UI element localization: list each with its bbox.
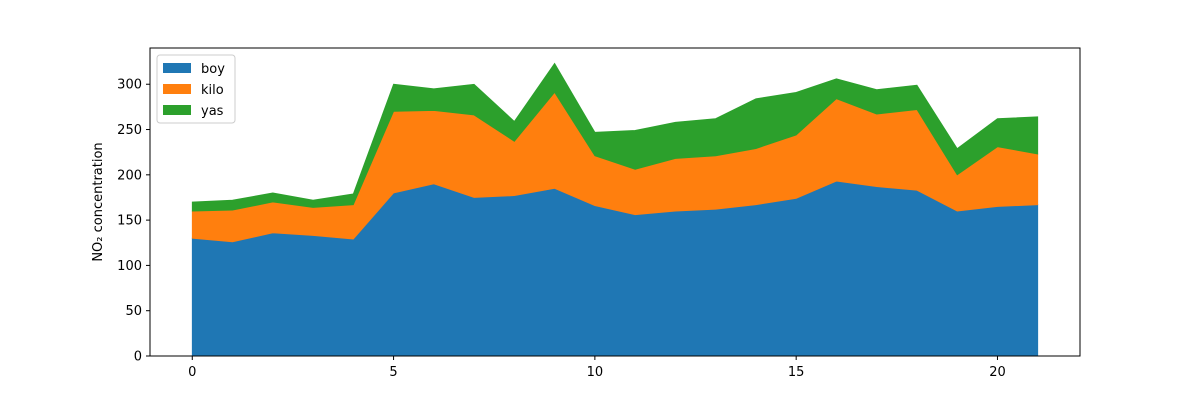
x-tick-label: 5 [389, 365, 397, 380]
legend-label-kilo: kilo [201, 83, 224, 98]
y-tick-label: 250 [117, 123, 142, 138]
x-tick-label: 10 [587, 365, 604, 380]
area-layer [191, 62, 1039, 357]
legend-swatch-yas [163, 105, 191, 115]
y-tick-label: 50 [125, 304, 142, 319]
y-tick-label: 100 [117, 259, 142, 274]
x-tick-label: 20 [989, 365, 1006, 380]
legend-swatch-boy [163, 63, 191, 73]
axes-frame [149, 47, 1081, 357]
y-axis-label: NO₂ concentration [91, 142, 106, 261]
legend-label-yas: yas [201, 104, 224, 119]
legend-label-boy: boy [201, 62, 225, 77]
y-tick-label: 0 [134, 350, 142, 365]
y-tick-label: 200 [117, 168, 142, 183]
legend: boy kilo yas [156, 54, 236, 124]
x-tick-label: 15 [788, 365, 805, 380]
y-tick-label: 300 [117, 78, 142, 93]
y-tick-label: 150 [117, 214, 142, 229]
legend-swatch-kilo [163, 84, 191, 94]
x-tick-label: 0 [188, 365, 196, 380]
x-axis: 0 5 10 15 20 [188, 356, 1006, 380]
y-axis: 0 50 100 150 200 250 300 [117, 78, 150, 365]
area-series-yas [191, 62, 1039, 212]
